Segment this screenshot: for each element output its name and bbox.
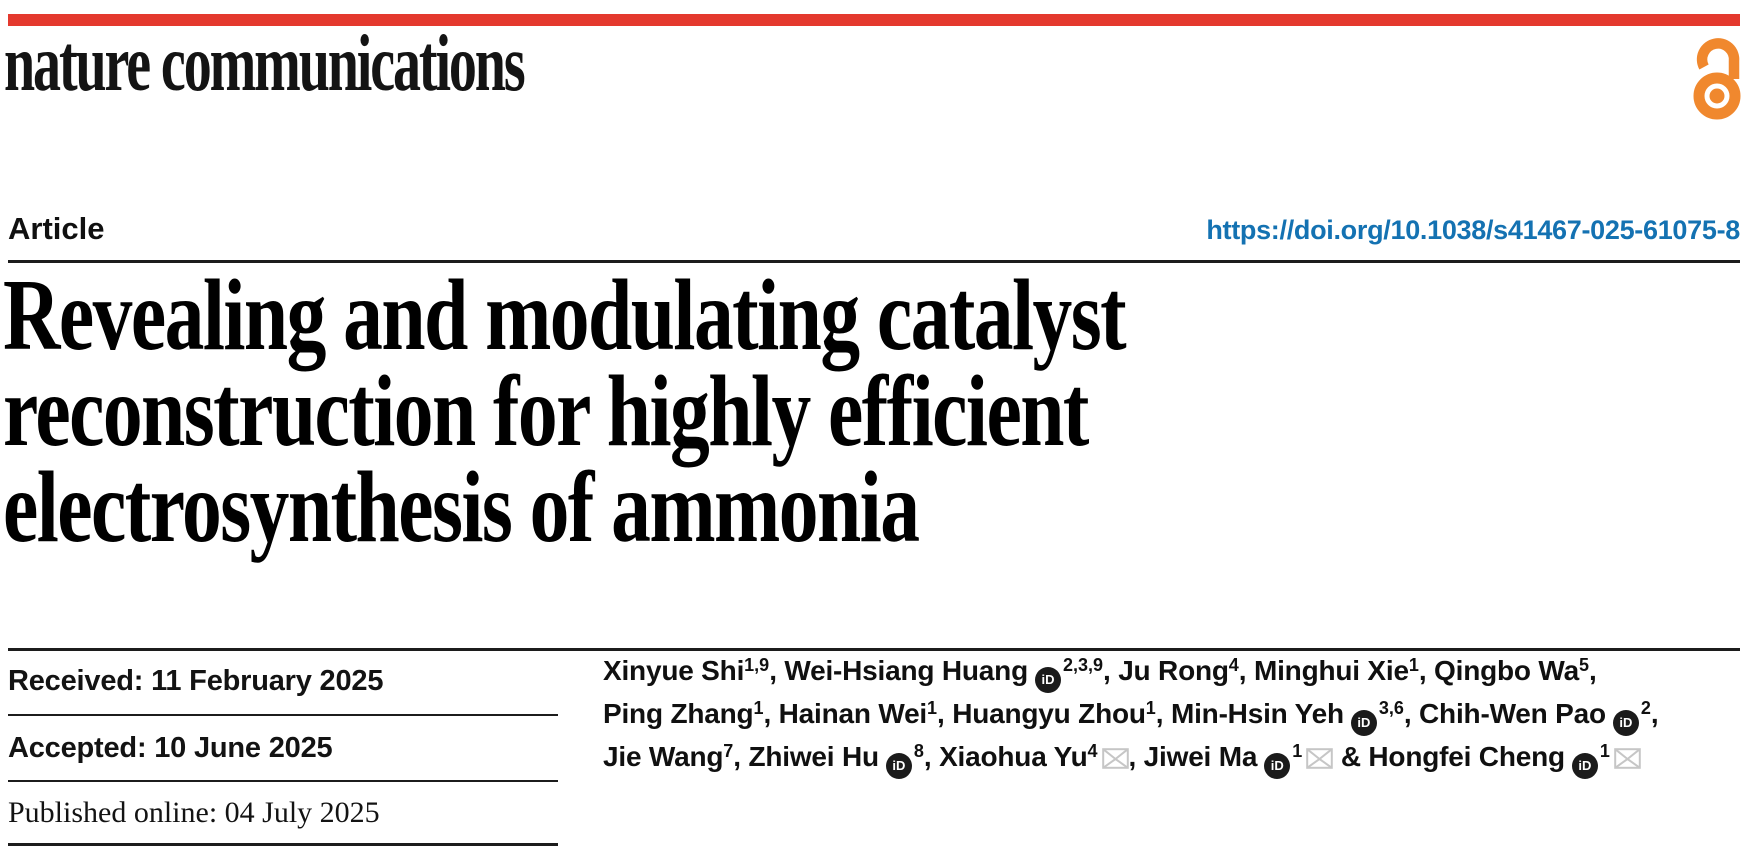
email-envelope-icon[interactable] [1101, 739, 1129, 781]
affiliation-superscript: 1 [1292, 741, 1303, 761]
orcid-id-icon[interactable]: iD [885, 753, 912, 779]
author-name-text: Ping Zhang [603, 698, 754, 729]
affiliation-superscript: 1,9 [744, 655, 770, 675]
received-date: Received: 11 February 2025 [8, 665, 384, 697]
orcid-id-icon[interactable]: iD [1034, 667, 1061, 693]
author-name-text: , Min-Hsin Yeh [1155, 698, 1344, 729]
author-name-text: & Hongfei Cheng [1333, 741, 1565, 772]
author-list-line-1: Xinyue Shi1,9, Wei-Hsiang Huang iD2,3,9, … [603, 650, 1752, 693]
author-name-text: , Chih-Wen Pao [1403, 698, 1606, 729]
article-type-label: Article [8, 211, 105, 246]
orcid-id-icon[interactable]: iD [1612, 710, 1639, 736]
author-name-text: , Ju Rong [1103, 655, 1229, 686]
author-name-text: , Hainan Wei [763, 698, 928, 729]
affiliation-superscript: 4 [1087, 741, 1098, 761]
author-name-text: , [1588, 655, 1597, 686]
affiliation-superscript: 1 [753, 698, 764, 718]
author-list: Xinyue Shi1,9, Wei-Hsiang Huang iD2,3,9, … [603, 650, 1752, 781]
affiliation-superscript: 1 [1599, 741, 1610, 761]
orcid-id-icon[interactable]: iD [1264, 753, 1291, 779]
orcid-id-icon[interactable]: iD [1350, 710, 1377, 736]
journal-masthead: nature communications [4, 20, 526, 108]
open-access-lock-icon [1693, 38, 1741, 120]
affiliation-superscript: 5 [1578, 655, 1589, 675]
article-title-line-1: Revealing and modulating catalyst [3, 259, 1127, 372]
doi-link[interactable]: https://doi.org/10.1038/s41467-025-61075… [1206, 215, 1740, 245]
author-name-text: , Wei-Hsiang Huang [769, 655, 1028, 686]
affiliation-superscript: 8 [913, 741, 924, 761]
affiliation-superscript: 2,3,9 [1062, 655, 1104, 675]
author-name-text: Xinyue Shi [603, 655, 745, 686]
author-list-line-2: Ping Zhang1, Hainan Wei1, Huangyu Zhou1,… [603, 693, 1752, 736]
author-list-line-3: Jie Wang7, Zhiwei Hu iD8, Xiaohua Yu4, Ji… [603, 736, 1752, 781]
published-date: Published online: 04 July 2025 [8, 796, 380, 829]
dates-divider-2 [8, 780, 558, 782]
affiliation-superscript: 3,6 [1378, 698, 1404, 718]
article-title: Revealing and modulating catalyst recons… [3, 259, 1127, 564]
article-title-line-3: electrosynthesis of ammonia [3, 451, 920, 564]
dates-divider-1 [8, 714, 558, 716]
author-name-text: , Huangyu Zhou [937, 698, 1146, 729]
accepted-date: Accepted: 10 June 2025 [8, 732, 333, 764]
author-name-text: , Zhiwei Hu [733, 741, 879, 772]
affiliation-superscript: 7 [723, 741, 734, 761]
author-name-text: , Jiwei Ma [1128, 741, 1258, 772]
author-name-text: , Minghui Xie [1238, 655, 1409, 686]
affiliation-superscript: 2 [1640, 698, 1651, 718]
email-envelope-icon[interactable] [1306, 739, 1334, 781]
author-name-text: Jie Wang [603, 741, 724, 772]
email-envelope-icon[interactable] [1614, 739, 1641, 781]
author-block-top-rule [8, 648, 1740, 651]
author-name-text: , Xiaohua Yu [923, 741, 1088, 772]
affiliation-superscript: 1 [1408, 655, 1419, 675]
affiliation-superscript: 4 [1228, 655, 1239, 675]
header-divider-rule [8, 260, 1740, 263]
affiliation-superscript: 1 [927, 698, 938, 718]
article-title-line-2: reconstruction for highly efficient [3, 355, 1089, 468]
journal-top-bar [8, 14, 1740, 26]
author-name-text: , [1650, 698, 1659, 729]
affiliation-superscript: 1 [1145, 698, 1156, 718]
dates-divider-3 [8, 843, 558, 846]
orcid-id-icon[interactable]: iD [1571, 753, 1598, 779]
author-name-text: , Qingbo Wa [1418, 655, 1579, 686]
